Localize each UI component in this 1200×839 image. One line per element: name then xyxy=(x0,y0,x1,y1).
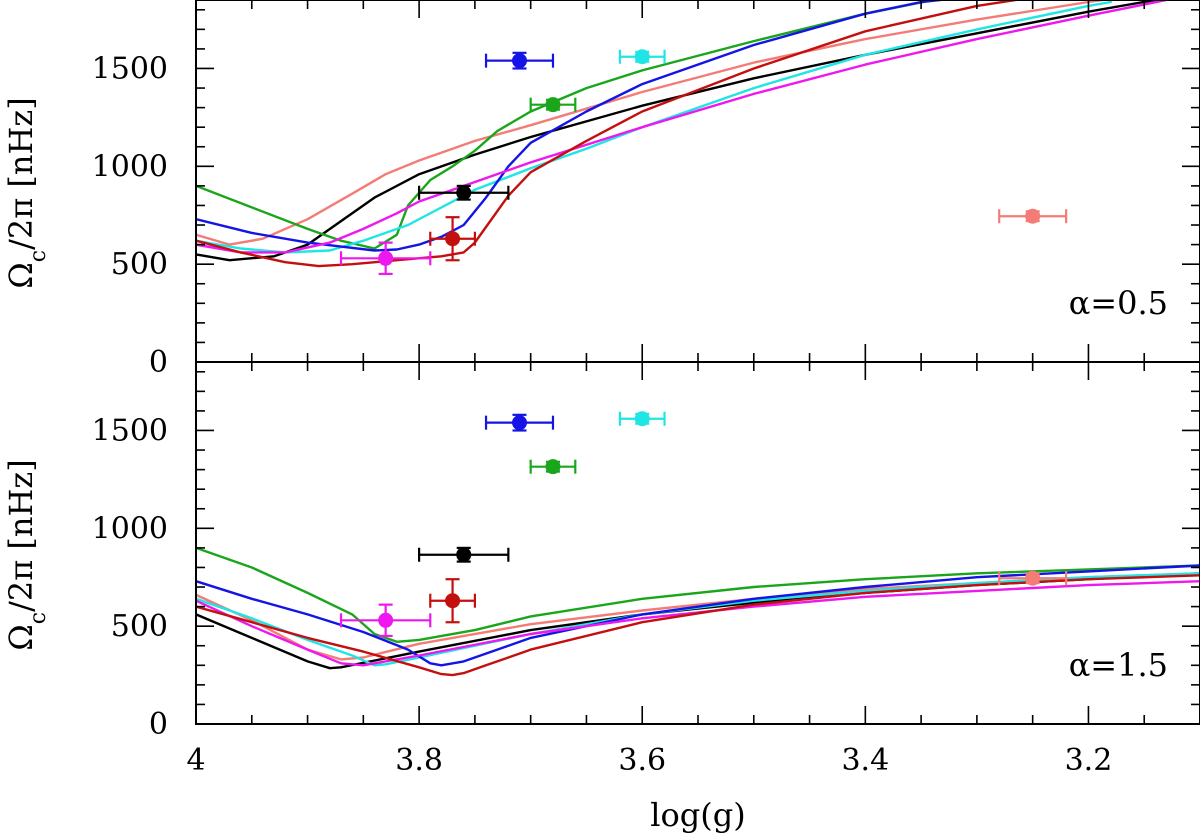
panel-top-points xyxy=(339,49,1068,276)
point-marker xyxy=(445,593,461,609)
panel-bottom-ylabel-main: Ω xyxy=(2,624,40,651)
point-marker xyxy=(1025,208,1041,224)
panel-top-frame xyxy=(195,0,1200,363)
data-point-blue xyxy=(484,413,555,432)
data-point-salmon xyxy=(998,208,1068,224)
point-marker xyxy=(456,547,472,563)
series-line-blue xyxy=(196,0,952,252)
data-point-darkred xyxy=(429,216,476,262)
series-line-salmon xyxy=(196,0,1112,246)
x-tick-label: 4 xyxy=(186,743,205,778)
x-tick-label: 3.2 xyxy=(1065,743,1113,778)
panel-top: 0 500 1000 1500 Ωc/2π [nHz] α=0.5 xyxy=(2,0,1200,380)
point-marker xyxy=(445,231,461,247)
y-tick-label: 0 xyxy=(149,707,168,742)
y-tick-label: 0 xyxy=(149,345,168,380)
panel-bottom: 0 500 1000 1500 Ωc/2π [nHz] α=1.5 xyxy=(2,361,1200,742)
panel-bottom-points xyxy=(339,411,1068,638)
panel-top-ticks xyxy=(196,0,1200,362)
point-marker xyxy=(545,97,561,113)
panel-top-ylabel: Ωc/2π [nHz] xyxy=(2,97,51,289)
panel-top-ylabel-rest: /2π [nHz] xyxy=(2,97,40,250)
panel-bottom-frame xyxy=(195,361,1200,725)
y-tick-label: 500 xyxy=(111,609,168,644)
series-line-blue xyxy=(196,564,1200,667)
data-point-magenta xyxy=(339,241,432,276)
series-line-green xyxy=(196,0,940,250)
y-tick-label: 1000 xyxy=(92,149,168,184)
panel-bottom-curves xyxy=(196,546,1200,677)
panel-bottom-ticks xyxy=(196,362,1200,724)
point-marker xyxy=(1025,570,1041,586)
point-marker xyxy=(634,49,650,65)
y-tick-label: 1500 xyxy=(92,413,168,448)
data-point-green xyxy=(529,459,577,475)
series-line-cyan xyxy=(196,0,1112,254)
x-axis-title: log(g) xyxy=(650,796,745,834)
panel-bottom-annotation: α=1.5 xyxy=(1069,646,1168,684)
series-line-magenta xyxy=(196,580,1200,667)
point-marker xyxy=(634,411,650,427)
y-tick-label: 1000 xyxy=(92,511,168,546)
point-marker xyxy=(512,53,528,69)
panel-top-ylabel-main: Ω xyxy=(2,262,40,289)
point-marker xyxy=(456,185,472,201)
data-point-darkred xyxy=(429,578,476,624)
data-point-salmon xyxy=(998,570,1068,586)
panel-bottom-ylabel-sub: c xyxy=(26,612,51,624)
data-point-cyan xyxy=(618,411,666,427)
point-marker xyxy=(545,459,561,475)
data-point-green xyxy=(529,97,577,113)
x-tick-label: 3.8 xyxy=(395,743,443,778)
series-line-darkred xyxy=(196,0,1024,268)
series-line-magenta xyxy=(196,0,1168,254)
series-line-darkred xyxy=(196,574,1200,677)
panel-bottom-ylabel: Ωc/2π [nHz] xyxy=(2,459,51,651)
y-tick-label: 1500 xyxy=(92,51,168,86)
panel-top-ytick-labels: 0 500 1000 1500 xyxy=(92,51,168,380)
data-point-cyan xyxy=(618,49,666,65)
data-point-black xyxy=(418,184,510,201)
data-point-black xyxy=(418,546,510,563)
panel-top-ylabel-sub: c xyxy=(26,250,51,262)
data-point-blue xyxy=(484,51,555,70)
point-marker xyxy=(378,250,394,266)
xtick-labels: 4 3.8 3.6 3.4 3.2 xyxy=(186,743,1112,778)
panel-bottom-ytick-labels: 0 500 1000 1500 xyxy=(92,413,168,742)
panel-bottom-ylabel-rest: /2π [nHz] xyxy=(2,459,40,612)
series-line-green xyxy=(196,546,1200,643)
panel-top-annotation: α=0.5 xyxy=(1069,284,1168,322)
panel-top-curves xyxy=(196,0,1168,268)
x-tick-label: 3.6 xyxy=(618,743,666,778)
point-marker xyxy=(512,415,528,431)
data-point-magenta xyxy=(339,603,432,638)
y-tick-label: 500 xyxy=(111,247,168,282)
point-marker xyxy=(378,612,394,628)
x-tick-label: 3.4 xyxy=(841,743,889,778)
series-line-black xyxy=(196,0,1163,262)
